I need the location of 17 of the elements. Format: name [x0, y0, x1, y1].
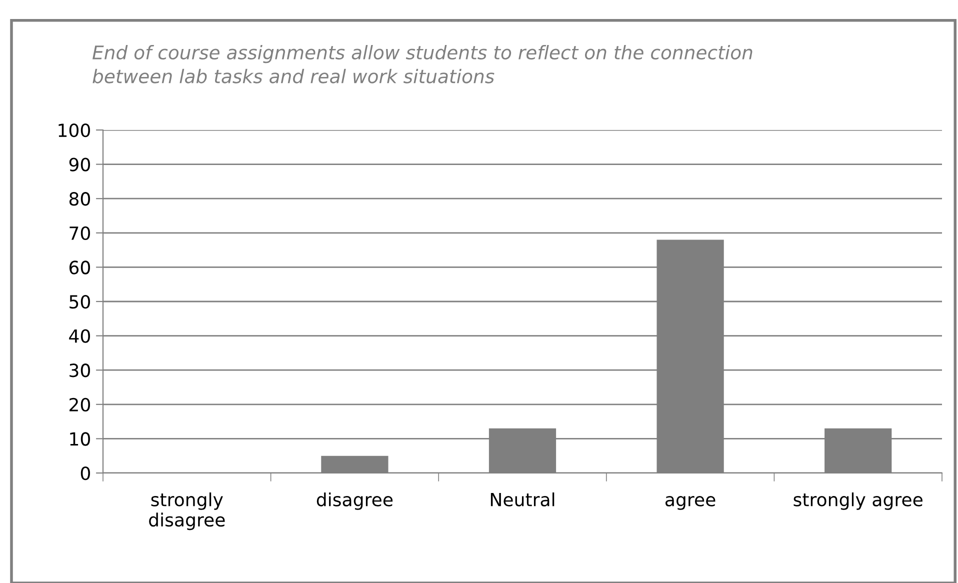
- y-tick-label: 10: [70, 432, 90, 446]
- y-tick-label: 20: [70, 398, 90, 412]
- y-tick-label: 60: [69, 260, 90, 274]
- y-tick-label: 30: [70, 364, 90, 378]
- y-tick-label: 70: [70, 226, 90, 240]
- y-tick-label: 40: [69, 329, 90, 343]
- x-tick-label: Neutral: [490, 492, 554, 506]
- x-tick-label: strongly disagree: [149, 492, 225, 530]
- y-tick-label: 90: [69, 158, 90, 172]
- x-tick-label: strongly agree: [794, 492, 922, 510]
- chart-title: End of course assignments allow students to reflect on the connection between lab tasks and real work situations: [92, 45, 752, 84]
- y-tick-label: 100: [58, 123, 90, 138]
- x-tick-label: disagree: [316, 492, 393, 510]
- x-tick-label: agree: [666, 496, 716, 510]
- y-tick-label: 0: [80, 466, 90, 480]
- y-tick-label: 80: [69, 192, 90, 206]
- y-tick-label: 50: [70, 294, 90, 309]
